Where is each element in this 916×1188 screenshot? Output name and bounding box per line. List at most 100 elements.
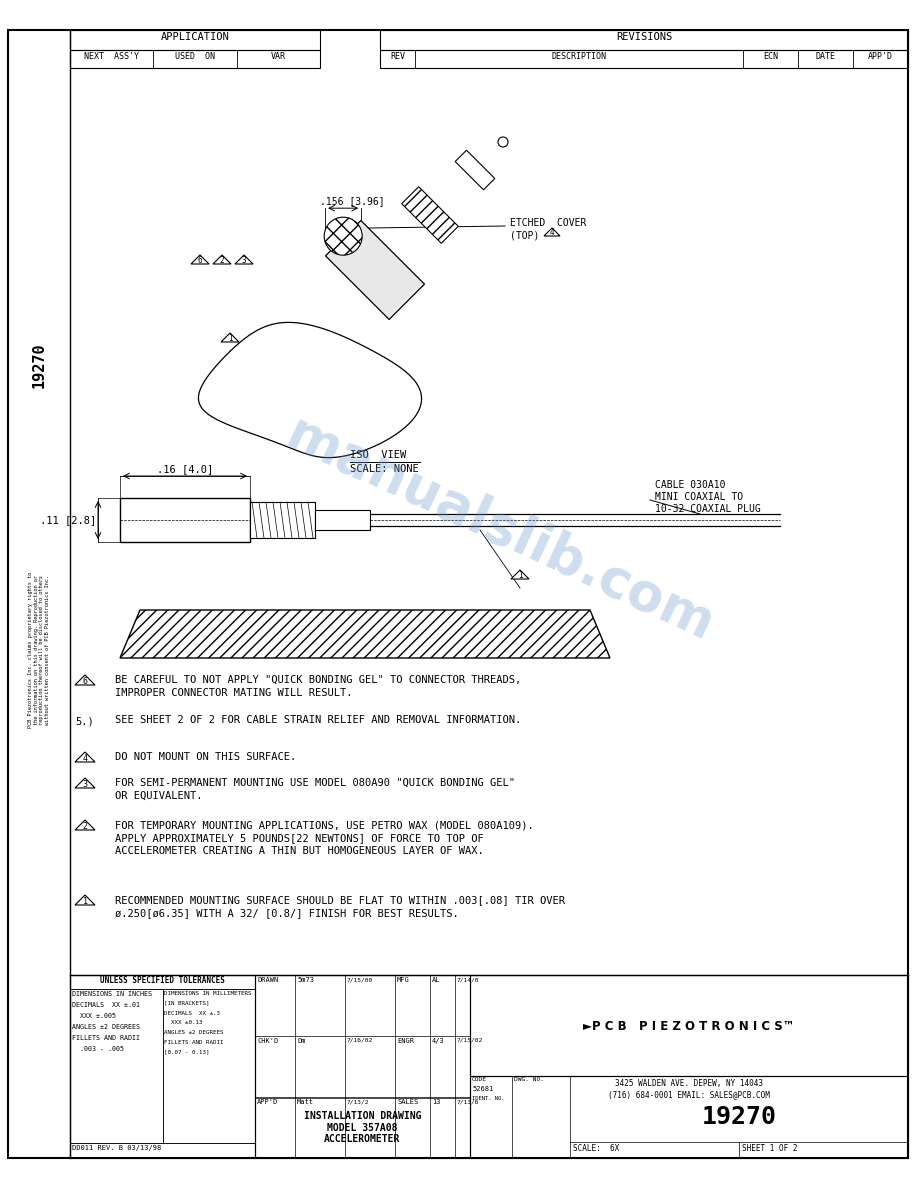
- Text: ECN: ECN: [763, 52, 778, 61]
- Text: 1: 1: [82, 897, 88, 905]
- Bar: [70, 975, 255, 988]
- Text: 7/16/02: 7/16/02: [347, 1038, 373, 1043]
- Bar: [70, 1143, 255, 1158]
- Text: ø.250[ø6.35] WITH A 32/ [0.8/] FINISH FOR BEST RESULTS.: ø.250[ø6.35] WITH A 32/ [0.8/] FINISH FO…: [115, 908, 459, 918]
- Polygon shape: [120, 609, 610, 658]
- Text: .11 [2.8]: .11 [2.8]: [39, 516, 96, 525]
- Text: Dm: Dm: [297, 1038, 306, 1044]
- Text: 2: 2: [220, 257, 224, 265]
- Text: DIMENSIONS IN MILLIMETERS: DIMENSIONS IN MILLIMETERS: [165, 991, 252, 996]
- Text: DRAWN: DRAWN: [257, 977, 278, 982]
- Text: 19270: 19270: [702, 1105, 777, 1129]
- Text: SCALE: NONE: SCALE: NONE: [350, 465, 419, 474]
- Text: XXX ±.005: XXX ±.005: [72, 1013, 116, 1019]
- Text: ANGLES ±2 DEGREES: ANGLES ±2 DEGREES: [165, 1030, 224, 1035]
- Bar: [255, 1098, 470, 1158]
- Ellipse shape: [324, 217, 362, 255]
- Text: APP'D: APP'D: [868, 52, 893, 61]
- Text: manualslib.com: manualslib.com: [278, 407, 723, 652]
- Text: 1: 1: [228, 334, 233, 343]
- Text: 4: 4: [82, 753, 88, 763]
- Text: PCB Piezotronics Inc. claims proprietary rights to
the information on this drawi: PCB Piezotronics Inc. claims proprietary…: [27, 571, 50, 728]
- Text: Matt: Matt: [297, 1099, 314, 1105]
- Bar: [70, 975, 255, 1158]
- Polygon shape: [199, 322, 421, 457]
- Text: CABLE 030A10: CABLE 030A10: [655, 480, 725, 489]
- Text: 4/3: 4/3: [432, 1038, 445, 1044]
- Text: 52681: 52681: [472, 1086, 493, 1092]
- Text: FOR TEMPORARY MOUNTING APPLICATIONS, USE PETRO WAX (MODEL 080A109).: FOR TEMPORARY MOUNTING APPLICATIONS, USE…: [115, 820, 534, 830]
- Text: 5.): 5.): [75, 718, 93, 727]
- Text: ►P C B   P I E Z O T R O N I C S™: ►P C B P I E Z O T R O N I C S™: [583, 1019, 795, 1032]
- Text: UNLESS SPECIFIED TOLERANCES: UNLESS SPECIFIED TOLERANCES: [100, 977, 225, 985]
- Text: 5m73: 5m73: [297, 977, 314, 982]
- Bar: [250, 503, 315, 538]
- Text: 7/14/0: 7/14/0: [457, 977, 479, 982]
- Text: XXX ±0.13: XXX ±0.13: [165, 1020, 203, 1025]
- Text: 10-32 COAXIAL PLUG: 10-32 COAXIAL PLUG: [655, 504, 761, 514]
- Polygon shape: [455, 150, 495, 190]
- Bar: [470, 975, 908, 1075]
- Text: ETCHED  COVER: ETCHED COVER: [510, 219, 586, 228]
- Bar: [380, 30, 908, 50]
- Bar: [255, 975, 470, 1158]
- Text: ENGR: ENGR: [397, 1038, 414, 1044]
- Text: ISO  VIEW: ISO VIEW: [350, 450, 407, 460]
- Polygon shape: [75, 895, 95, 905]
- Bar: [470, 1075, 908, 1158]
- Text: 4: 4: [550, 228, 554, 238]
- Text: .003 - .005: .003 - .005: [72, 1045, 124, 1053]
- Text: CHK'D: CHK'D: [257, 1038, 278, 1044]
- Text: 2: 2: [82, 822, 88, 830]
- Bar: [70, 988, 162, 1143]
- Bar: [120, 498, 250, 542]
- Text: VAR: VAR: [271, 52, 286, 61]
- Text: OR EQUIVALENT.: OR EQUIVALENT.: [115, 791, 202, 801]
- Text: (716) 684-0001 EMAIL: SALES@PCB.COM: (716) 684-0001 EMAIL: SALES@PCB.COM: [608, 1089, 770, 1099]
- Text: SALES: SALES: [397, 1099, 419, 1105]
- Text: NEXT  ASS'Y: NEXT ASS'Y: [84, 52, 139, 61]
- Ellipse shape: [498, 137, 508, 147]
- Text: USED  ON: USED ON: [175, 52, 215, 61]
- Text: 7/15/02: 7/15/02: [457, 1038, 484, 1043]
- Text: IMPROPER CONNECTOR MATING WILL RESULT.: IMPROPER CONNECTOR MATING WILL RESULT.: [115, 688, 353, 699]
- Text: DECIMALS  XX ±.3: DECIMALS XX ±.3: [165, 1011, 221, 1016]
- Text: IDENT. NO.: IDENT. NO.: [472, 1095, 505, 1100]
- Text: DESCRIPTION: DESCRIPTION: [551, 52, 606, 61]
- Text: [0.07 - 0.13]: [0.07 - 0.13]: [165, 1050, 210, 1055]
- Polygon shape: [402, 187, 458, 244]
- Polygon shape: [75, 675, 95, 685]
- Text: 6: 6: [198, 257, 202, 265]
- Text: 13: 13: [432, 1099, 441, 1105]
- Text: 7/13/6: 7/13/6: [457, 1099, 479, 1104]
- Text: DD011 REV. B 03/13/98: DD011 REV. B 03/13/98: [72, 1145, 161, 1151]
- Bar: [70, 50, 320, 68]
- Text: ANGLES ±2 DEGREES: ANGLES ±2 DEGREES: [72, 1024, 140, 1030]
- Polygon shape: [221, 333, 239, 342]
- Text: 3: 3: [242, 257, 246, 265]
- Text: REVISIONS: REVISIONS: [616, 32, 672, 42]
- Text: .156 [3.96]: .156 [3.96]: [321, 196, 385, 207]
- Polygon shape: [191, 255, 209, 264]
- Text: 7/15/00: 7/15/00: [347, 977, 373, 982]
- Polygon shape: [213, 255, 231, 264]
- Text: DIMENSIONS IN INCHES: DIMENSIONS IN INCHES: [72, 991, 152, 997]
- Text: SHEET 1 OF 2: SHEET 1 OF 2: [742, 1144, 798, 1154]
- Text: 1: 1: [518, 571, 522, 580]
- Text: DATE: DATE: [815, 52, 835, 61]
- Text: 7/13/2: 7/13/2: [347, 1099, 369, 1104]
- Polygon shape: [75, 820, 95, 830]
- Text: REV: REV: [390, 52, 405, 61]
- Text: SCALE:  6X: SCALE: 6X: [573, 1144, 619, 1154]
- Text: APPLICATION: APPLICATION: [160, 32, 229, 42]
- Text: (TOP): (TOP): [510, 230, 540, 240]
- Bar: [380, 50, 908, 68]
- Text: FOR SEMI-PERMANENT MOUNTING USE MODEL 080A90 "QUICK BONDING GEL": FOR SEMI-PERMANENT MOUNTING USE MODEL 08…: [115, 778, 515, 788]
- Polygon shape: [511, 570, 529, 579]
- Polygon shape: [544, 228, 560, 236]
- Text: INSTALLATION DRAWING
MODEL 357A08
ACCELEROMETER: INSTALLATION DRAWING MODEL 357A08 ACCELE…: [304, 1111, 421, 1144]
- Polygon shape: [75, 778, 95, 788]
- Text: .16 [4.0]: .16 [4.0]: [157, 465, 213, 474]
- Text: SEE SHEET 2 OF 2 FOR CABLE STRAIN RELIEF AND REMOVAL INFORMATION.: SEE SHEET 2 OF 2 FOR CABLE STRAIN RELIEF…: [115, 715, 521, 725]
- Bar: [470, 1075, 908, 1158]
